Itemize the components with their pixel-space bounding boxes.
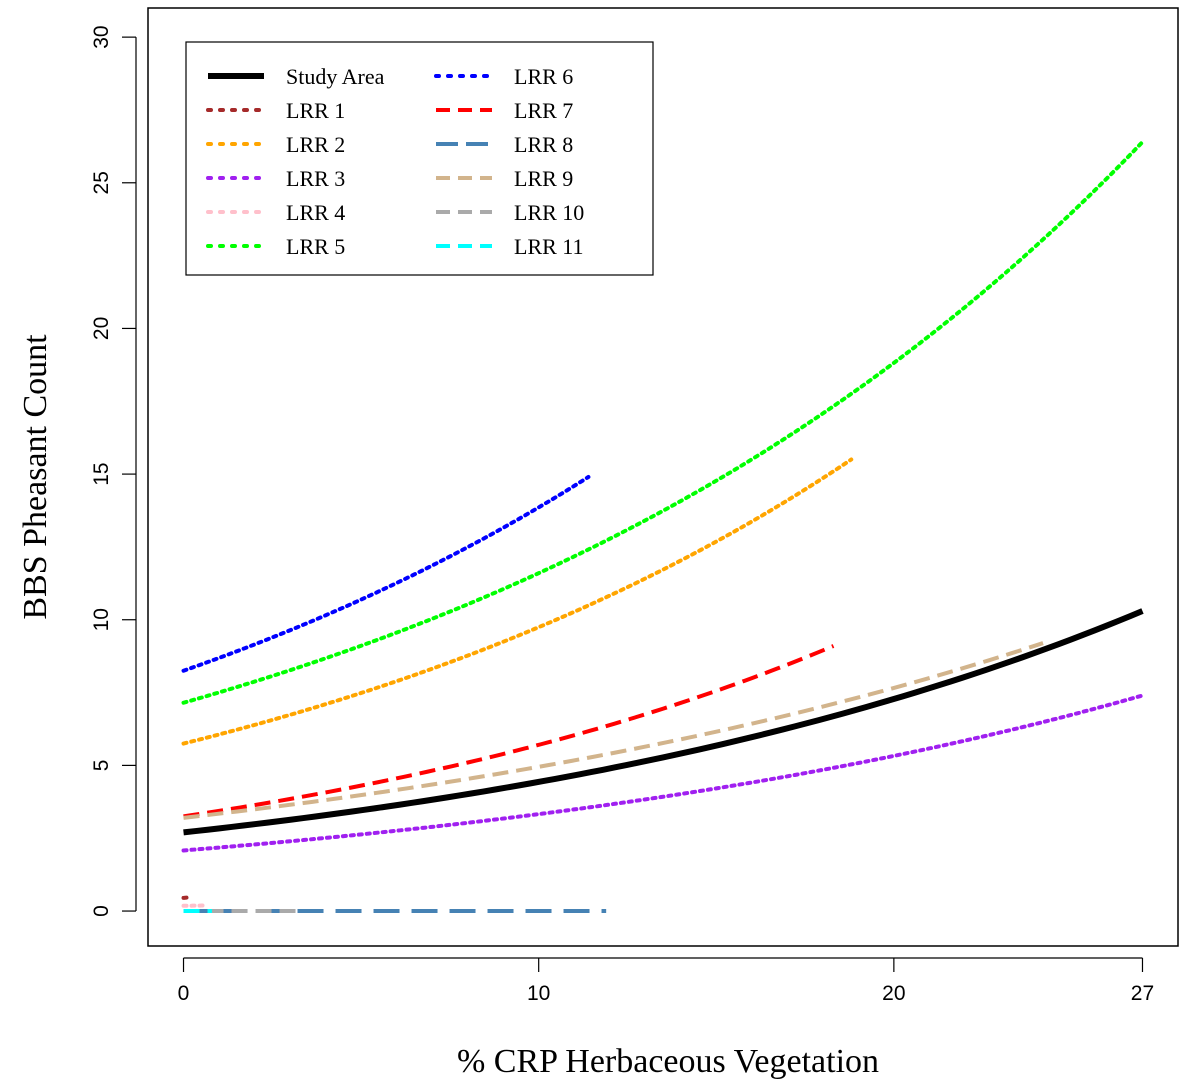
series-line-study-area (183, 608, 1144, 836)
legend-label: LRR 5 (286, 234, 345, 259)
series-line-lrr-3 (181, 693, 1145, 853)
x-tick-label: 27 (1131, 982, 1154, 1005)
legend: Study Area LRR 1 LRR 2 LRR 3 LRR 4 LRR 5 LRR 6… (185, 41, 654, 276)
series-line-lrr-1 (181, 895, 191, 900)
y-tick-label: 10 (90, 608, 113, 631)
legend-label: LRR 9 (514, 166, 573, 191)
series-line-lrr-7 (183, 644, 835, 819)
series-line-lrr-6 (181, 475, 591, 673)
plot-frame (147, 7, 1179, 947)
y-tick-label: 15 (90, 462, 113, 485)
legend-label: LRR 7 (514, 98, 573, 123)
legend-label: LRR 10 (514, 200, 584, 225)
y-tick-label: 25 (90, 171, 113, 194)
x-tick-label: 10 (527, 982, 550, 1005)
y-axis-title: BBS Pheasant Count (17, 334, 54, 620)
legend-label: Study Area (286, 64, 385, 89)
y-tick-label: 5 (90, 760, 113, 772)
legend-label: LRR 11 (514, 234, 583, 259)
y-tick-label: 30 (90, 25, 113, 48)
y-tick-label: 0 (90, 905, 113, 917)
series-line-lrr-9 (183, 641, 1044, 820)
legend-label: LRR 2 (286, 132, 345, 157)
x-tick-label: 0 (178, 982, 190, 1005)
axes: 0 10 20 27 0 5 10 15 20 25 30 (90, 25, 1154, 1005)
legend-label: LRR 3 (286, 166, 345, 191)
legend-label: LRR 1 (286, 98, 345, 123)
legend-box (185, 41, 654, 276)
series-layer (181, 140, 1145, 914)
legend-label: LRR 6 (514, 64, 573, 89)
series-line-lrr-5 (181, 140, 1145, 705)
x-axis-title: % CRP Herbaceous Vegetation (457, 1043, 879, 1080)
legend-label: LRR 4 (286, 200, 345, 225)
x-tick-label: 20 (882, 982, 905, 1005)
legend-label: LRR 8 (514, 132, 573, 157)
y-tick-label: 20 (90, 317, 113, 340)
series-line-lrr-2 (181, 457, 854, 746)
